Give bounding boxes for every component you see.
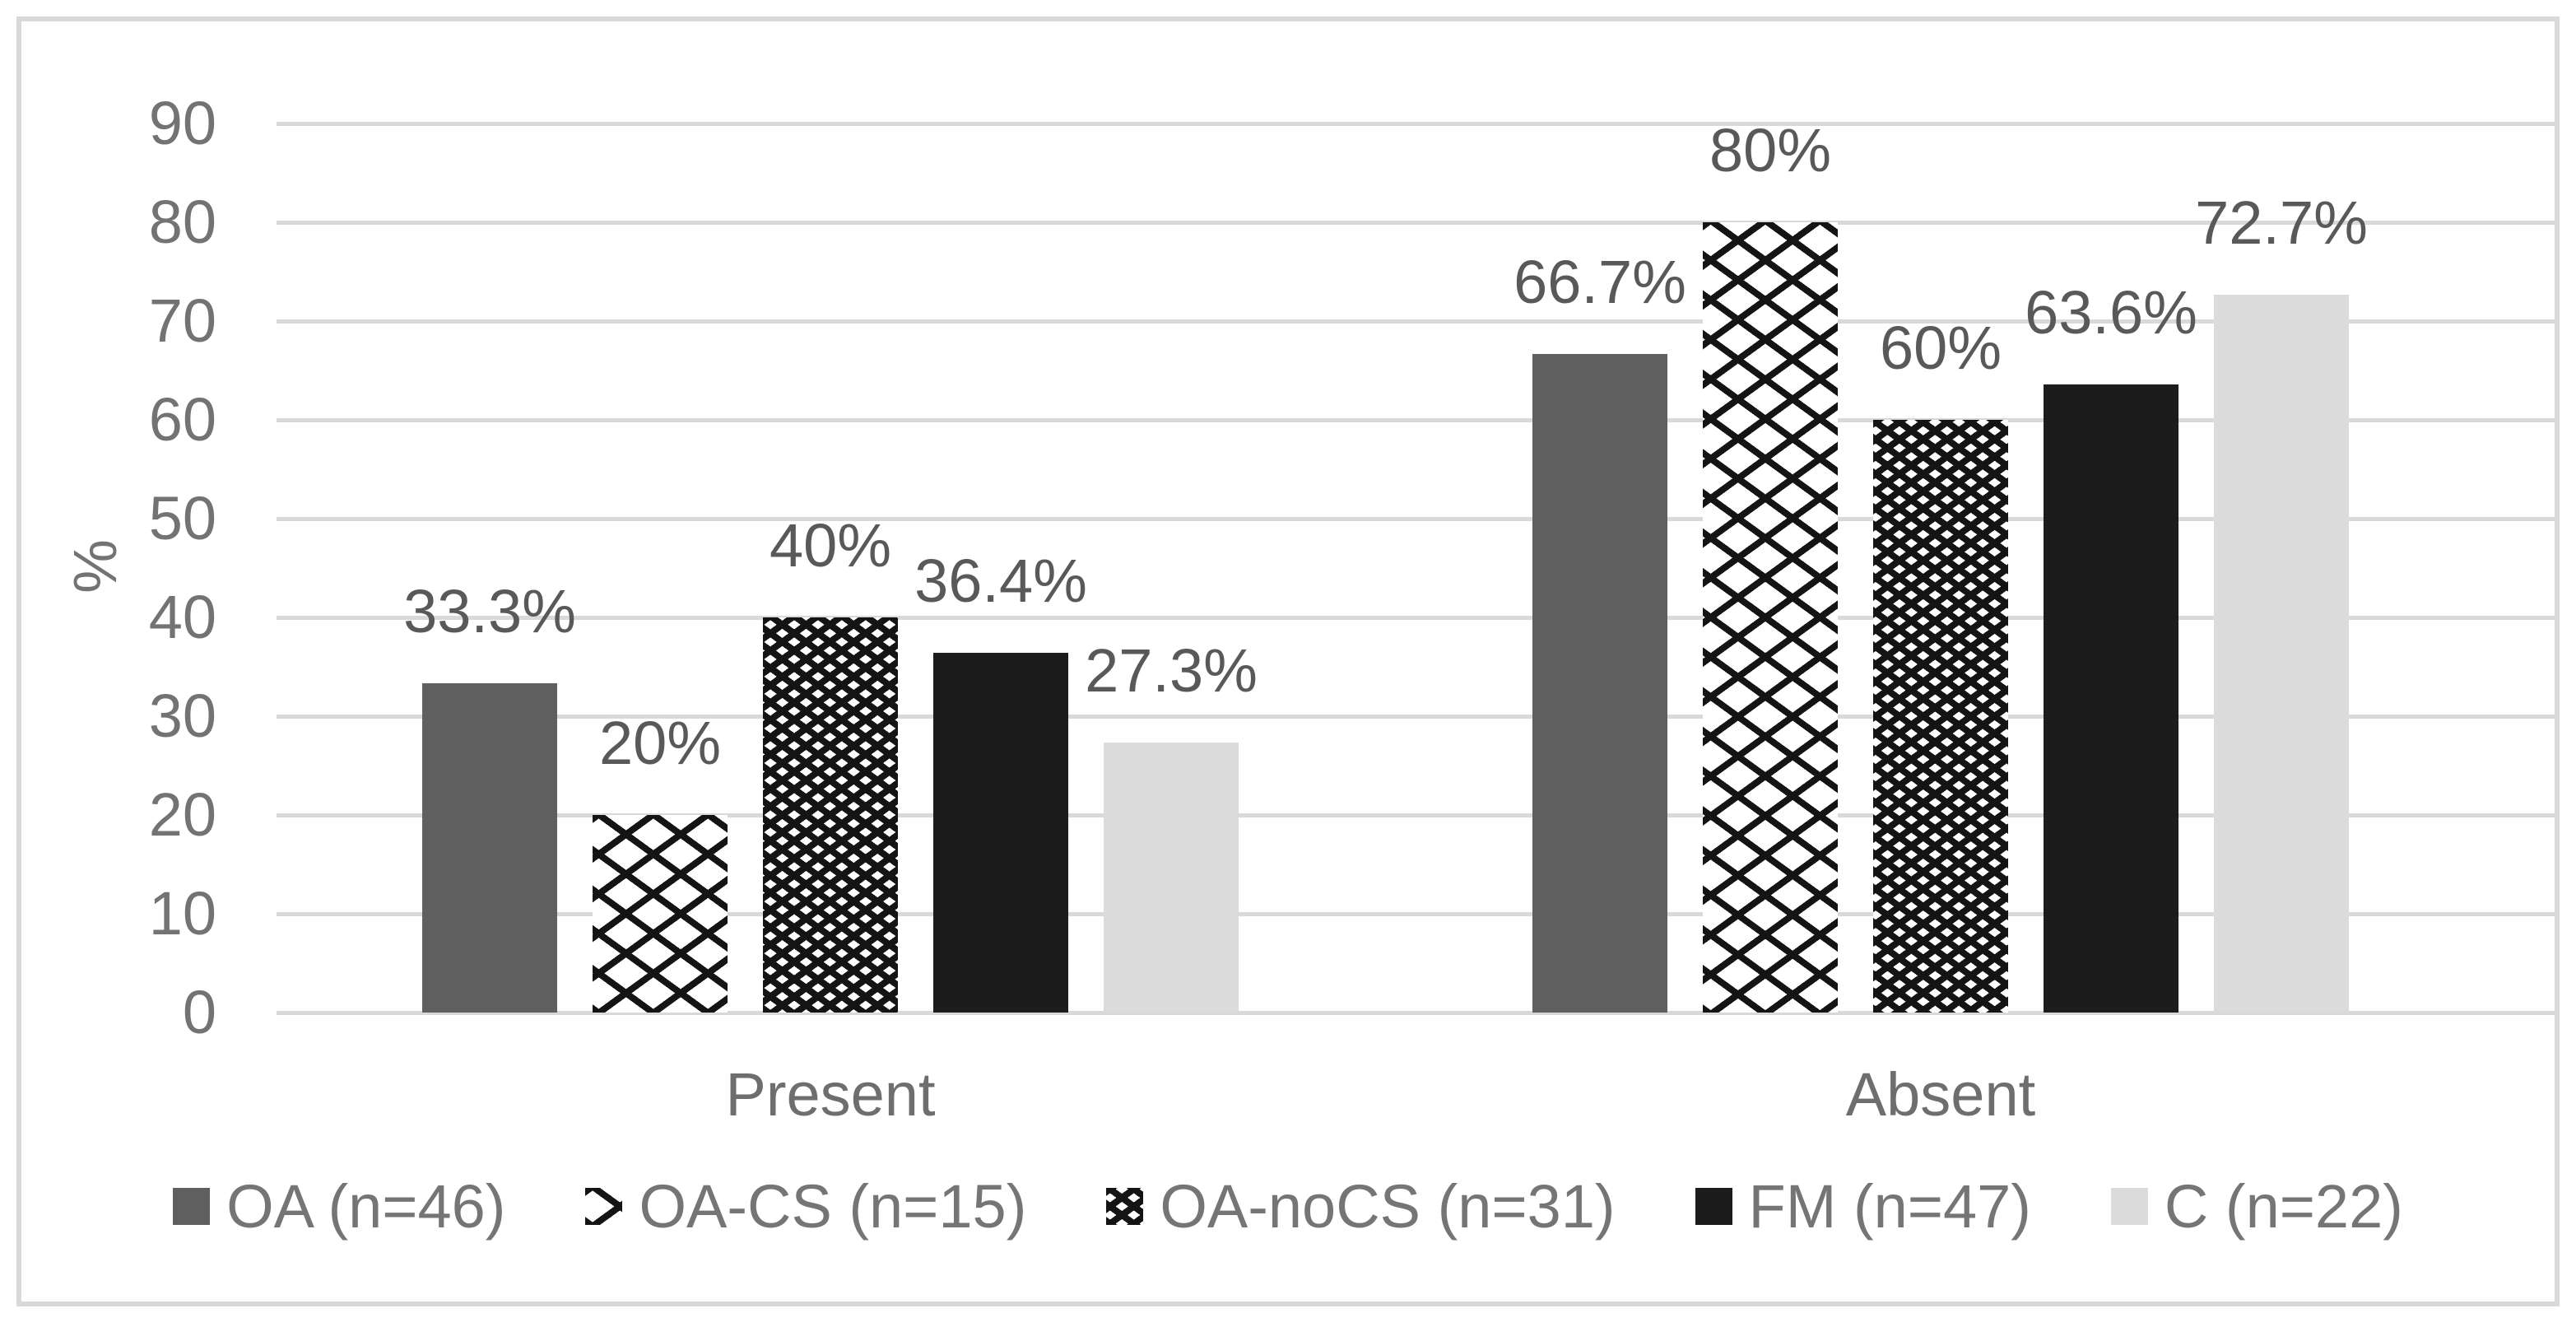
value-label: 33.3% — [403, 577, 576, 645]
legend-label: OA-CS (n=15) — [639, 1172, 1027, 1241]
gridline — [277, 1011, 2556, 1015]
legend-item: OA-CS (n=15) — [585, 1167, 1026, 1246]
gridline — [277, 319, 2556, 324]
y-tick-label: 90 — [148, 89, 216, 157]
legend-swatch — [2110, 1188, 2148, 1225]
bar — [763, 617, 898, 1013]
gridline — [277, 418, 2556, 422]
legend: OA (n=46) OA-CS (n=15) OA-noCS (n=31) FM (n… — [16, 1167, 2560, 1246]
category-label: Present — [725, 1060, 936, 1129]
bar — [422, 683, 557, 1013]
y-tick-label: 70 — [148, 286, 216, 355]
bar — [1873, 420, 2008, 1013]
bar — [1703, 222, 1838, 1013]
gridline — [277, 517, 2556, 521]
bar — [1532, 354, 1667, 1013]
y-tick-label: 40 — [148, 583, 216, 651]
bar — [2214, 295, 2349, 1013]
gridline — [277, 715, 2556, 719]
legend-label: OA (n=46) — [226, 1172, 506, 1241]
legend-item: OA-noCS (n=31) — [1106, 1167, 1616, 1246]
legend-item: FM (n=47) — [1695, 1167, 2031, 1246]
value-label: 20% — [598, 709, 722, 777]
legend-label: FM (n=47) — [1748, 1172, 2031, 1241]
legend-swatch — [173, 1188, 211, 1225]
bar — [593, 815, 728, 1013]
legend-label: C (n=22) — [2164, 1172, 2403, 1241]
value-label: 72.7% — [2195, 189, 2368, 257]
value-label: 40% — [769, 511, 892, 580]
bar — [933, 653, 1068, 1013]
value-label: 36.4% — [914, 547, 1087, 615]
y-tick-label: 30 — [148, 682, 216, 750]
bar — [1104, 743, 1239, 1013]
value-label: 60% — [1879, 314, 2002, 382]
value-label: 80% — [1709, 116, 1832, 184]
y-tick-label: 0 — [182, 978, 216, 1046]
legend-swatch — [585, 1188, 623, 1225]
value-label: 27.3% — [1085, 636, 1258, 705]
y-tick-label: 50 — [148, 484, 216, 552]
legend-label: OA-noCS (n=31) — [1160, 1172, 1616, 1241]
legend-swatch — [1106, 1188, 1144, 1225]
gridline — [277, 221, 2556, 225]
y-tick-label: 20 — [148, 780, 216, 849]
gridline — [277, 616, 2556, 620]
y-tick-label: 10 — [148, 879, 216, 948]
value-label: 66.7% — [1514, 248, 1686, 316]
gridline — [277, 813, 2556, 817]
gridline — [277, 912, 2556, 916]
legend-item: OA (n=46) — [173, 1167, 505, 1246]
y-tick-label: 60 — [148, 385, 216, 454]
y-tick-label: 80 — [148, 188, 216, 256]
value-label: 63.6% — [2025, 278, 2197, 347]
gridline — [277, 122, 2556, 126]
bar — [2044, 384, 2178, 1013]
legend-item: C (n=22) — [2110, 1167, 2403, 1246]
legend-swatch — [1695, 1188, 1732, 1225]
category-label: Absent — [1845, 1060, 2036, 1129]
